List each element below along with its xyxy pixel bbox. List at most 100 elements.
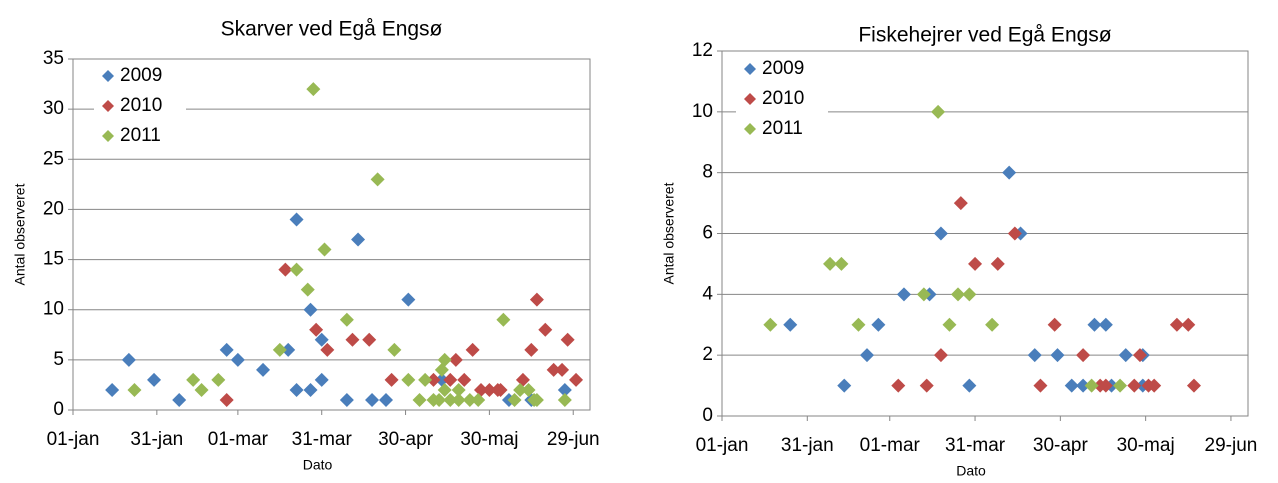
legend: 2009 2010 2011 (94, 61, 186, 155)
data-point (1027, 348, 1042, 363)
y-tick-label: 2 (702, 344, 713, 365)
y-tick-label: 5 (53, 349, 64, 370)
data-point (507, 392, 522, 407)
y-tick-label: 0 (53, 399, 64, 420)
data-point (1050, 348, 1065, 363)
data-point (1169, 317, 1184, 332)
data-point (437, 382, 452, 397)
x-tick-label: 29-jun (547, 429, 600, 450)
legend-marker (102, 100, 114, 112)
data-point (378, 392, 393, 407)
data-point (443, 392, 458, 407)
data-point (300, 282, 315, 297)
legend-marker (102, 130, 114, 142)
data-point (950, 287, 965, 302)
data-point (281, 342, 296, 357)
x-tick-label: 30-maj (1117, 435, 1175, 456)
data-point (555, 362, 570, 377)
legend-marker (744, 123, 756, 135)
data-point (962, 378, 977, 393)
y-tick-label: 30 (43, 98, 64, 119)
data-point (493, 382, 508, 397)
data-point (105, 382, 120, 397)
data-point (272, 342, 287, 357)
data-point (985, 317, 1000, 332)
chart: Skarver ved Egå Engsø 0 5 10 15 20 25 30 35 01-ja… (12, 18, 600, 473)
data-point (891, 378, 906, 393)
data-point (546, 362, 561, 377)
data-point (942, 317, 957, 332)
data-point (457, 372, 472, 387)
x-tick-label: 01-mar (860, 435, 921, 456)
y-tick-label: 15 (43, 249, 64, 270)
data-point (1076, 378, 1091, 393)
data-point (434, 362, 449, 377)
data-point (230, 352, 245, 367)
data-point (896, 287, 911, 302)
y-tick-label: 10 (692, 101, 713, 122)
data-point (194, 382, 209, 397)
data-point (186, 372, 201, 387)
data-point (482, 382, 497, 397)
data-point (314, 372, 329, 387)
data-point (320, 342, 335, 357)
y-axis-title: Antal observeret (12, 183, 28, 285)
data-point (219, 342, 234, 357)
data-point (362, 332, 377, 347)
data-point (834, 256, 849, 271)
data-point (1047, 317, 1062, 332)
data-point (962, 287, 977, 302)
legend-marker (102, 70, 114, 82)
legend-label: 2009 (120, 65, 162, 86)
data-point (837, 378, 852, 393)
data-point (529, 392, 544, 407)
y-tick-label: 20 (43, 198, 64, 219)
data-point (314, 332, 329, 347)
y-tick-label: 25 (43, 148, 64, 169)
x-tick-label: 01-jan (696, 435, 749, 456)
chart: Fiskehejrer ved Egå Engsø 0 2 4 6 8 10 12 01-jan… (661, 24, 1258, 479)
x-tick-label: 01-jan (47, 429, 100, 450)
data-point (851, 317, 866, 332)
data-point (538, 322, 553, 337)
data-point (1113, 378, 1128, 393)
x-tick-label: 30-maj (460, 429, 518, 450)
data-point (1007, 226, 1022, 241)
data-point (763, 317, 778, 332)
data-point (521, 382, 536, 397)
data-point (1118, 348, 1133, 363)
data-point (401, 372, 416, 387)
data-point (256, 362, 271, 377)
data-point (916, 287, 931, 302)
data-point (448, 352, 463, 367)
data-point (1181, 317, 1196, 332)
data-point (384, 372, 399, 387)
data-point (387, 342, 402, 357)
data-point (306, 82, 321, 97)
data-point (432, 392, 447, 407)
data-point (529, 292, 544, 307)
legend-label: 2010 (120, 95, 162, 116)
data-point (278, 262, 293, 277)
legend: 2009 2010 2011 (736, 54, 828, 148)
legend-marker (744, 63, 756, 75)
x-tick-label: 31-jan (130, 429, 183, 450)
data-point (351, 232, 366, 247)
data-point (474, 382, 489, 397)
data-point (172, 392, 187, 407)
data-point (412, 392, 427, 407)
data-point (953, 196, 968, 211)
data-point (309, 322, 324, 337)
data-point (339, 392, 354, 407)
data-point (524, 342, 539, 357)
data-point (1064, 378, 1079, 393)
data-point (968, 256, 983, 271)
data-point (121, 352, 136, 367)
data-point (127, 382, 142, 397)
y-tick-label: 6 (702, 223, 713, 244)
data-point (443, 372, 458, 387)
data-point (557, 392, 572, 407)
data-point (933, 226, 948, 241)
y-tick-label: 35 (43, 48, 64, 69)
data-point (933, 348, 948, 363)
